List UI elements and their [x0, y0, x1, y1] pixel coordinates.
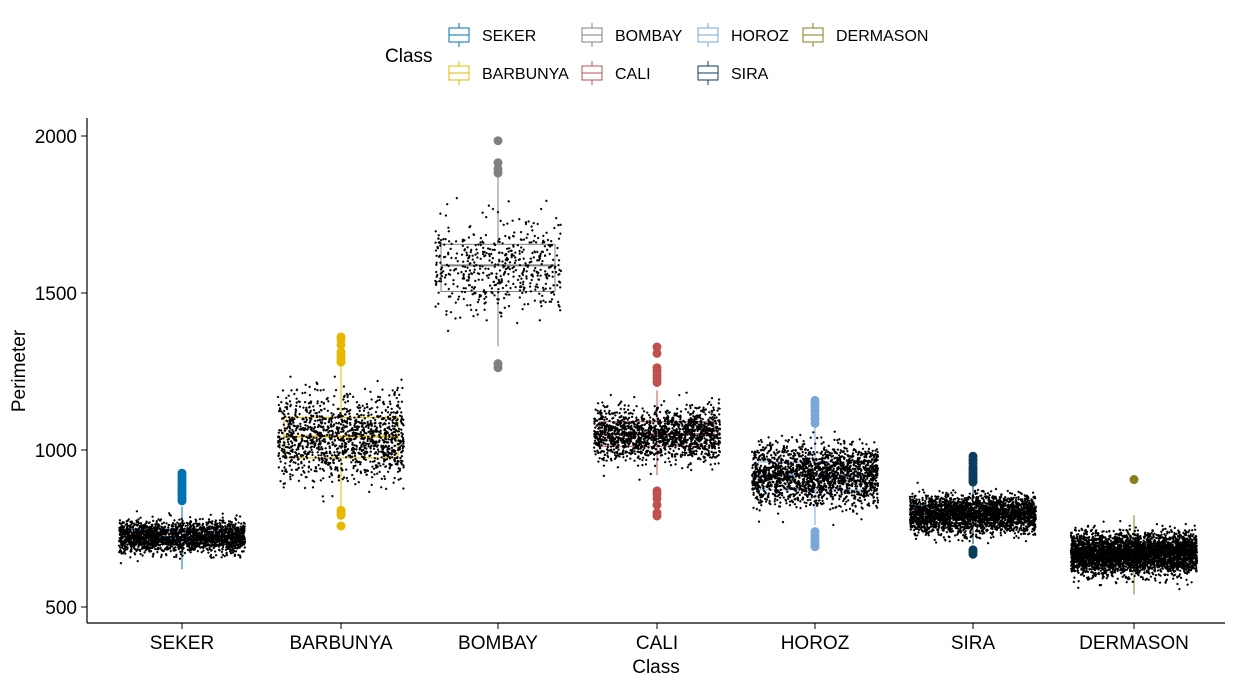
x-tick-label-seker: SEKER [150, 633, 214, 654]
legend-key-icon [581, 61, 603, 85]
y-tick-label: 1500 [35, 284, 77, 305]
outlier-point [968, 451, 978, 461]
box-group-cali [593, 342, 722, 521]
x-tick-label-dermason: DERMASON [1079, 633, 1189, 654]
legend-entry-barbunya: BARBUNYA [448, 61, 569, 85]
outlier-point [493, 359, 503, 369]
y-tick-label: 500 [45, 598, 77, 619]
outlier-point [810, 527, 820, 537]
legend-entry-horoz: HOROZ [697, 23, 789, 47]
outlier-point [336, 505, 346, 515]
x-tick-label-bombay: BOMBAY [458, 633, 538, 654]
outlier-point [493, 158, 503, 168]
box-group-sira [908, 451, 1037, 559]
legend-entry-bombay: BOMBAY [581, 23, 683, 47]
y-tick-label: 1000 [35, 441, 77, 462]
outlier-point [336, 332, 346, 342]
jitter-points [908, 481, 1037, 545]
box-group-dermason [1069, 475, 1199, 595]
legend: Class SEKER BARBUNYA BOMBAY CALI HOROZ SIRA DE… [385, 23, 928, 85]
legend-label: SEKER [482, 28, 536, 45]
x-axis-title: Class [632, 657, 680, 678]
jitter-points [1069, 520, 1199, 591]
x-tick-label-cali: CALI [636, 633, 678, 654]
legend-label: BOMBAY [615, 28, 683, 45]
jitter-points [593, 391, 722, 481]
jitter-points [118, 510, 246, 565]
legend-entry-seker: SEKER [448, 23, 536, 47]
legend-label: HOROZ [731, 28, 789, 45]
outlier-point [493, 136, 503, 146]
outlier-point [652, 342, 662, 352]
box-group-barbunya [276, 332, 405, 531]
legend-key-icon [581, 23, 603, 47]
legend-key-icon [802, 23, 824, 47]
legend-entry-sira: SIRA [697, 61, 769, 85]
legend-key-icon [697, 23, 719, 47]
outlier-point [336, 521, 346, 531]
jitter-points [276, 375, 405, 503]
legend-label: CALI [615, 66, 651, 83]
y-tick-label: 2000 [35, 127, 77, 148]
outlier-point [177, 468, 187, 478]
legend-title: Class [385, 46, 433, 67]
outlier-point [652, 486, 662, 496]
outlier-point [810, 395, 820, 405]
jitter-points [751, 430, 880, 527]
legend-label: BARBUNYA [482, 66, 569, 83]
outlier-point [652, 363, 662, 373]
legend-key-icon [448, 61, 470, 85]
legend-entry-dermason: DERMASON [802, 23, 928, 47]
box-group-horoz [751, 395, 880, 552]
legend-key-icon [448, 23, 470, 47]
legend-entry-cali: CALI [581, 61, 651, 85]
axes: Class Perimeter 500 1000 1500 2000 SEKER BARB… [9, 118, 1225, 678]
y-axis-title: Perimeter [9, 329, 30, 412]
x-tick-label-barbunya: BARBUNYA [289, 633, 392, 654]
plot-area [118, 136, 1199, 595]
legend-key-icon [697, 61, 719, 85]
legend-label: DERMASON [836, 28, 928, 45]
x-tick-label-sira: SIRA [951, 633, 996, 654]
outlier-point [968, 545, 978, 555]
box-group-bombay [434, 136, 563, 373]
outlier-point [1129, 475, 1139, 485]
legend-label: SIRA [731, 66, 769, 83]
outlier-point [652, 508, 662, 518]
box-group-seker [118, 468, 246, 570]
jitter-points [434, 197, 563, 332]
x-tick-label-horoz: HOROZ [781, 633, 850, 654]
